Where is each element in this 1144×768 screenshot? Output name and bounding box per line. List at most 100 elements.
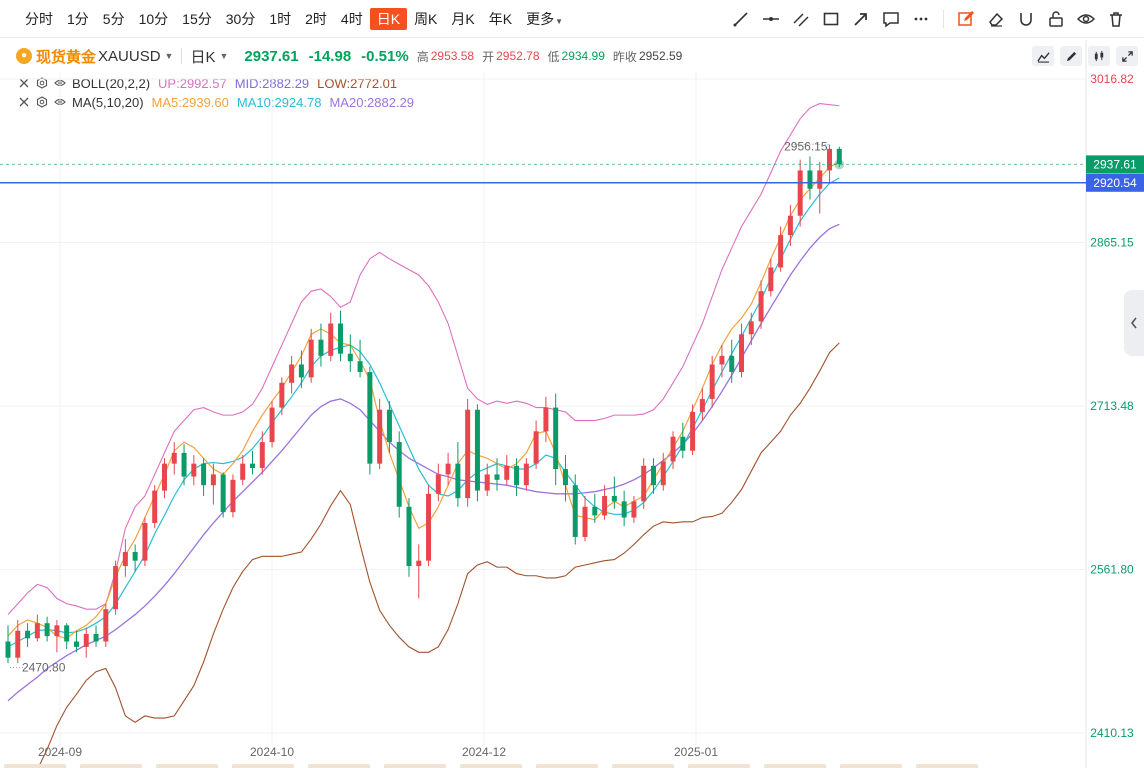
candle-body (328, 323, 334, 356)
period-7[interactable]: 2时 (305, 10, 327, 27)
price-change-pct: -0.51% (361, 47, 409, 65)
rectangle-button[interactable] (821, 9, 841, 29)
arrow-button[interactable] (851, 9, 871, 29)
navigator-segment[interactable] (232, 764, 294, 768)
candle-body (5, 641, 11, 658)
candle (386, 401, 392, 453)
candle (533, 420, 539, 470)
period-11[interactable]: 月K (451, 10, 475, 27)
navigator-segment[interactable] (460, 764, 522, 768)
draw-button[interactable] (1060, 46, 1082, 66)
more-periods-button[interactable]: 更多▼ (519, 8, 570, 30)
candle (328, 312, 334, 362)
eraser-button[interactable] (986, 9, 1006, 29)
navigator-segment[interactable] (80, 764, 142, 768)
unlock-icon (1049, 11, 1063, 27)
candle-body (836, 148, 842, 164)
candle-body (426, 493, 432, 561)
unlock-button[interactable] (1046, 9, 1066, 29)
navigator-segment[interactable] (384, 764, 446, 768)
horizontal-line-button[interactable] (761, 9, 781, 29)
settings-icon[interactable] (36, 96, 48, 108)
navigator-segment[interactable] (612, 764, 674, 768)
candle (641, 458, 647, 509)
candle-body (103, 609, 109, 642)
navigator-segment[interactable] (688, 764, 750, 768)
timeline-navigator[interactable] (0, 764, 1086, 768)
candles-icon (1094, 50, 1103, 61)
eye-button[interactable] (1076, 9, 1096, 29)
navigator-segment[interactable] (308, 764, 370, 768)
candle-body (514, 465, 520, 486)
symbol-name[interactable]: 现货黄金 (36, 48, 97, 66)
fullscreen-button[interactable] (1116, 46, 1138, 66)
trash-button[interactable] (1106, 9, 1126, 29)
candle-body (494, 474, 500, 480)
candle-body (631, 501, 637, 518)
period-6[interactable]: 1时 (269, 10, 292, 27)
prev-close-label: 昨收 (612, 49, 637, 64)
more-dots-button[interactable] (911, 9, 931, 29)
candle (406, 498, 412, 577)
parallel-lines-button[interactable] (791, 9, 811, 29)
navigator-segment[interactable] (536, 764, 598, 768)
divider (181, 48, 183, 64)
period-5[interactable]: 30分 (225, 10, 256, 27)
navigator-segment[interactable] (4, 764, 66, 768)
candle (836, 146, 842, 168)
marked-price-tag (1086, 173, 1144, 192)
indicators-button[interactable] (1088, 46, 1110, 66)
prev-close-value: 2952.59 (638, 49, 683, 63)
candle-body (259, 442, 265, 468)
pencil-edit-button[interactable] (956, 9, 976, 29)
settings-icon[interactable] (36, 77, 48, 89)
boll-lower-line (37, 342, 840, 768)
candle (484, 463, 490, 496)
comment-button[interactable] (881, 9, 901, 29)
side-panel-toggle[interactable] (1124, 290, 1144, 356)
period-4[interactable]: 15分 (182, 10, 212, 27)
candle (445, 452, 451, 486)
period-0[interactable]: 分时 (25, 10, 53, 27)
magnet-button[interactable] (1016, 9, 1036, 29)
open-label: 开 (482, 49, 495, 64)
close-indicator-icon[interactable] (18, 77, 30, 89)
period-8[interactable]: 4时 (340, 10, 363, 27)
candle (54, 619, 60, 653)
navigator-segment[interactable] (916, 764, 978, 768)
candle-body (142, 522, 148, 561)
ma20-value: MA20:2882.29 (329, 94, 415, 110)
navigator-segment[interactable] (156, 764, 218, 768)
period-12[interactable]: 年K (488, 10, 513, 27)
candle (719, 345, 725, 378)
symbol-dropdown-icon[interactable]: ▼ (164, 51, 174, 61)
time-tick-label: 2024-10 (250, 745, 294, 759)
close-indicator-icon[interactable] (18, 96, 30, 108)
candle (739, 323, 744, 378)
period-1[interactable]: 1分 (67, 10, 89, 27)
period-9[interactable]: 日K (369, 7, 408, 30)
navigator-segment[interactable] (840, 764, 902, 768)
last-price-tag (1086, 155, 1144, 174)
line-draw-button[interactable] (731, 9, 751, 29)
candle-body (465, 409, 471, 499)
period-10[interactable]: 周K (414, 10, 438, 27)
candle-body (474, 409, 480, 491)
symbol-code[interactable]: XAUUSD (98, 47, 161, 65)
candle (15, 619, 21, 664)
caret-down-icon: ▼ (555, 16, 564, 26)
candle (73, 630, 79, 653)
candle-body (592, 506, 598, 516)
candle (142, 517, 148, 567)
period-dropdown-icon[interactable]: ▼ (219, 51, 229, 61)
candle-body (680, 436, 686, 451)
navigator-segment[interactable] (764, 764, 826, 768)
period-3[interactable]: 10分 (138, 10, 169, 27)
chart-type-button[interactable] (1032, 46, 1054, 66)
candle-body (230, 479, 236, 513)
period-2[interactable]: 5分 (102, 10, 125, 27)
period-label[interactable]: 日K (190, 48, 216, 66)
expand-icon (1121, 50, 1133, 62)
min-price-label: 2470.80 (22, 661, 66, 675)
